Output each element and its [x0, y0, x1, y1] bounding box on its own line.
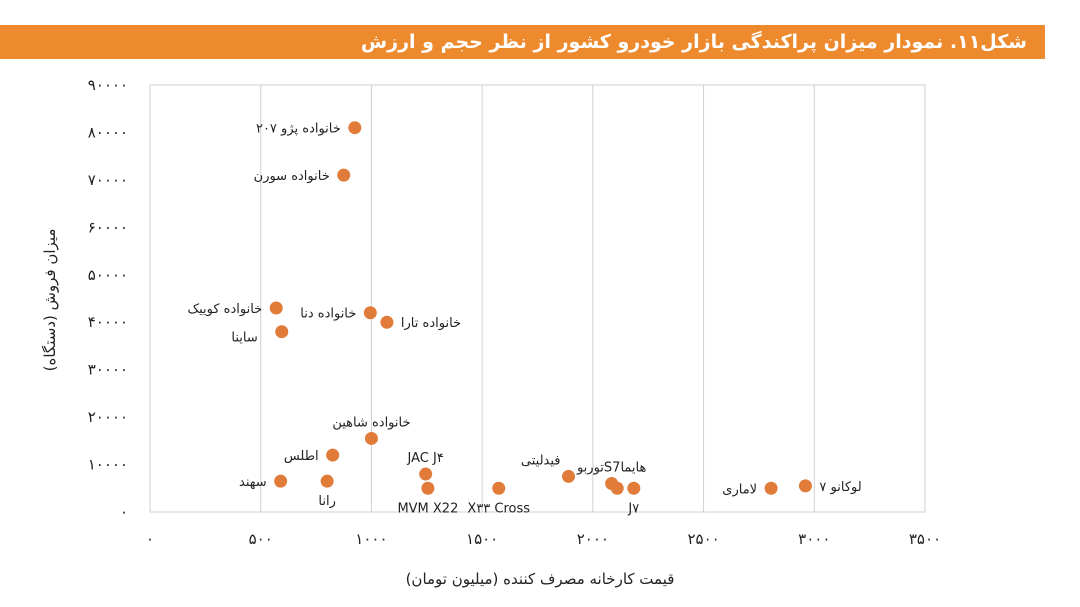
grid-lines	[149, 84, 926, 513]
point-label: سهند	[239, 475, 267, 490]
y-tick-label: ۸۰۰۰۰	[88, 123, 128, 141]
x-tick-label: ۱۰۰۰	[355, 530, 387, 548]
chart-title: شکل۱۱. نمودار میزان پراکندگی بازار خودرو…	[0, 25, 1045, 59]
point-label: فیدلیتی	[521, 453, 561, 468]
y-tick-label: ۱۰۰۰۰	[88, 456, 128, 474]
data-point	[610, 481, 624, 495]
x-tick-label: ۳۵۰۰	[909, 530, 941, 548]
x-tick-label: ۳۰۰۰	[798, 530, 830, 548]
data-point	[320, 474, 334, 488]
point-labels: خانواده پژو ۲۰۷ خانواده سورن خانواده کوییک…	[187, 122, 861, 517]
y-tick-label: ۲۰۰۰۰	[88, 408, 128, 426]
point-label: اطلس	[284, 449, 319, 464]
data-point	[275, 325, 289, 339]
y-tick-label: ۶۰۰۰۰	[88, 218, 128, 236]
y-tick-label: ۷۰۰۰۰	[88, 171, 128, 189]
point-label: لوکانو ۷	[819, 480, 861, 495]
point-label: JAC J۴	[407, 451, 444, 466]
data-point	[627, 481, 641, 495]
y-tick-label: ۳۰۰۰۰	[88, 361, 128, 379]
data-point	[348, 121, 362, 135]
axis-ticks: ۰ ۵۰۰ ۱۰۰۰ ۱۵۰۰ ۲۰۰۰ ۲۵۰۰ ۳۰۰۰ ۳۵۰۰ ۰ ۱۰۰۰۰ ۲۰۰۰۰ ۳…	[88, 76, 941, 548]
data-point	[269, 301, 283, 315]
x-tick-label: ۰	[146, 530, 154, 548]
y-axis-title: میزان فروش (دستگاه)	[41, 229, 59, 372]
point-label: MVM X22	[397, 501, 458, 516]
data-point	[492, 481, 506, 495]
point-label: خانواده دنا	[300, 307, 356, 322]
y-tick-label: ۰	[120, 503, 128, 521]
data-point	[764, 481, 778, 495]
point-label: X۳۳ Cross	[467, 501, 530, 516]
point-label: خانواده شاهین	[332, 415, 410, 430]
y-tick-label: ۵۰۰۰۰	[88, 266, 128, 284]
data-point	[363, 306, 377, 320]
point-label: توربوS7هایما	[576, 461, 647, 476]
data-point	[798, 479, 812, 493]
y-tick-label: ۹۰۰۰۰	[88, 76, 128, 94]
point-label: رانا	[318, 494, 335, 509]
data-point	[562, 469, 575, 483]
point-label: خانواده سورن	[254, 169, 330, 184]
point-label: ساینا	[231, 331, 257, 346]
plot-frame	[149, 84, 926, 513]
data-points	[269, 121, 812, 495]
y-tick-label: ۴۰۰۰۰	[88, 313, 128, 331]
x-tick-label: ۲۰۰۰	[577, 530, 609, 548]
data-point	[380, 315, 394, 329]
data-point	[337, 168, 351, 182]
point-label: خانواده کوییک	[187, 302, 262, 317]
data-point	[326, 448, 340, 462]
x-axis-title: قیمت کارخانه مصرف کننده (میلیون تومان)	[406, 570, 675, 588]
data-point	[274, 474, 288, 488]
point-label: خانواده پژو ۲۰۷	[256, 122, 341, 137]
data-point	[364, 431, 378, 445]
data-point	[419, 467, 433, 481]
x-tick-label: ۲۵۰۰	[687, 530, 719, 548]
x-tick-label: ۱۵۰۰	[466, 530, 498, 548]
point-label: خانواده تارا	[401, 316, 461, 331]
x-tick-label: ۵۰۰	[249, 530, 273, 548]
point-label: لاماری	[722, 482, 757, 497]
data-point	[421, 481, 435, 495]
point-label: J۷	[627, 501, 639, 516]
